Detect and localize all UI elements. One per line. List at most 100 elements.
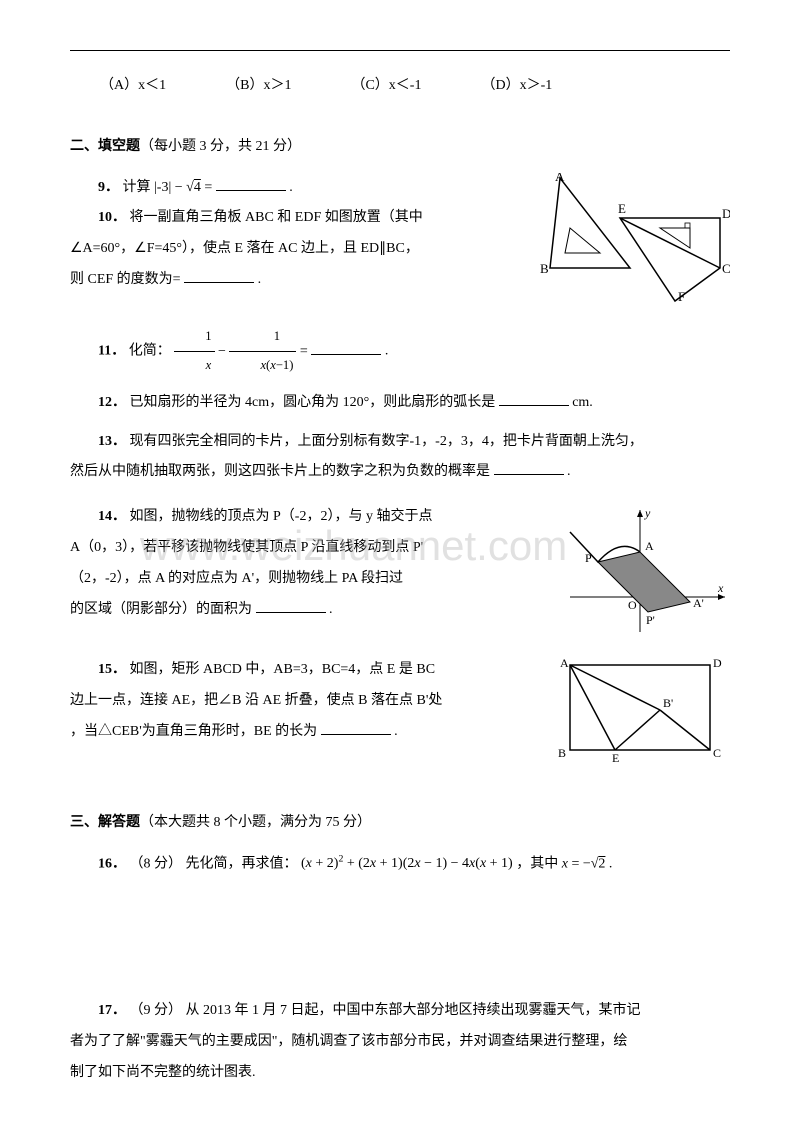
fig-q15: A B C D E B' <box>540 655 730 778</box>
parabola-svg: P A O P' A' x y <box>550 502 730 642</box>
label-pp: P' <box>646 613 655 627</box>
q14-line4: 的区域（阴影部分）的面积为 . <box>70 595 540 626</box>
q10-period: . <box>258 272 262 287</box>
q16-text2: ，其中 <box>516 856 558 871</box>
label-b: B <box>540 261 549 276</box>
q17-line3: 制了如下尚不完整的统计图表. <box>70 1058 730 1089</box>
label-d15: D <box>713 656 722 670</box>
q13-text2: 然后从中随机抽取两张，则这四张卡片上的数字之积为负数的概率是 <box>70 464 490 479</box>
label-a: A <box>555 173 565 184</box>
q17: 17． （9 分） 从 2013 年 1 月 7 日起，中国中东部大部分地区持续… <box>70 996 730 1088</box>
section-3-label: 三、解答题 <box>70 815 140 830</box>
label-c: C <box>722 261 730 276</box>
q9-num: 9． <box>98 180 119 195</box>
q14-block: 14． 如图，抛物线的顶点为 P（-2，2），与 y 轴交于点 A（0，3），若… <box>70 502 730 655</box>
q17-points: （9 分） <box>130 1003 183 1018</box>
q16-points: （8 分） <box>130 856 183 871</box>
shaded-region <box>598 552 690 612</box>
section-3-subtitle: （本大题共 8 个小题，满分为 75 分） <box>140 815 371 830</box>
q11-num: 11． <box>98 344 125 359</box>
option-b: （B）x＞1 <box>226 71 291 102</box>
q15-line3: ，当△CEB'为直角三角形时，BE 的长为 . <box>70 717 530 748</box>
q16-text1: 先化简，再求值： <box>186 856 298 871</box>
label-b15: B <box>558 746 566 760</box>
label-bp: B' <box>663 696 673 710</box>
section-3-title: 三、解答题（本大题共 8 个小题，满分为 75 分） <box>70 808 730 839</box>
q9-text: 计算 <box>123 180 151 195</box>
label-p: P <box>585 551 592 565</box>
q14-period: . <box>329 602 333 617</box>
section-2-label: 二、填空题 <box>70 139 140 154</box>
fig-q14: P A O P' A' x y <box>550 502 730 655</box>
q10-text1: 将一副直角三角板 ABC 和 EDF 如图放置（其中 <box>130 210 423 225</box>
label-x: x <box>717 581 724 595</box>
q15-blank <box>321 720 391 735</box>
q10-line2: ∠A=60°，∠F=45°），使点 E 落在 AC 边上，且 ED∥BC， <box>70 234 520 265</box>
q12-unit: cm. <box>572 395 593 410</box>
q13-num: 13． <box>98 434 126 449</box>
q14-line1: 14． 如图，抛物线的顶点为 P（-2，2），与 y 轴交于点 <box>70 502 540 533</box>
q13-period: . <box>567 464 571 479</box>
q9-period: . <box>289 180 293 195</box>
q10-line1: 10． 将一副直角三角板 ABC 和 EDF 如图放置（其中 <box>70 203 520 234</box>
q9-q10-block: 9． 计算 |-3| − √4 = . 10． 将一副直角三角板 ABC 和 E… <box>70 173 730 316</box>
q13-text1: 现有四张完全相同的卡片，上面分别标有数字-1，-2，3，4，把卡片背面朝上洗匀， <box>130 434 643 449</box>
triangle-edf <box>620 218 720 301</box>
q11-blank <box>311 340 381 355</box>
label-e: E <box>618 201 626 216</box>
label-a14: A <box>645 539 654 553</box>
q9: 9． 计算 |-3| − √4 = . <box>70 173 520 204</box>
q11-period: . <box>385 344 389 359</box>
q17-text1: 从 2013 年 1 月 7 日起，中国中东部大部分地区持续出现雾霾天气，某市记 <box>186 1003 641 1018</box>
q15-text3: ，当△CEB'为直角三角形时，BE 的长为 <box>70 724 317 739</box>
q15-period: . <box>394 724 398 739</box>
q16-period: . <box>609 856 613 871</box>
q14-line2: A（0，3），若平移该抛物线使其顶点 P 沿直线移动到点 P' <box>70 533 540 564</box>
q11: 11． 化简： 1x − 1x(x−1) = . <box>70 323 730 379</box>
q10-text2: ∠A=60°，∠F=45°），使点 E 落在 AC 边上，且 ED∥BC， <box>70 241 419 256</box>
q10-text3: 则 CEF 的度数为= <box>70 272 181 287</box>
q10-line3: 则 CEF 的度数为= . <box>70 265 520 296</box>
page-container: www.weizhuannet.com （A）x＜1 （B）x＞1 （C）x＜-… <box>0 0 800 1138</box>
option-a: （A）x＜1 <box>100 71 166 102</box>
option-c: （C）x＜-1 <box>351 71 421 102</box>
fig-q10: A B C D E F <box>530 173 730 316</box>
q14-blank <box>256 598 326 613</box>
label-f: F <box>678 289 685 303</box>
q17-num: 17． <box>98 1003 126 1018</box>
q14-text1: 如图，抛物线的顶点为 P（-2，2），与 y 轴交于点 <box>130 509 433 524</box>
q12: 12． 已知扇形的半径为 4cm，圆心角为 120°，则此扇形的弧长是 cm. <box>70 388 730 419</box>
label-y: y <box>644 506 651 520</box>
q14-num: 14． <box>98 509 126 524</box>
q16-formula: (x + 2)2 + (2x + 1)(2x − 1) − 4x(x + 1) <box>301 856 513 871</box>
q12-num: 12． <box>98 395 126 410</box>
q15-line1: 15． 如图，矩形 ABCD 中，AB=3，BC=4，点 E 是 BC <box>70 655 530 686</box>
label-e15: E <box>612 751 619 765</box>
q17-line2: 者为了了解"雾霾天气的主要成因"，随机调查了该市部分市民，并对调查结果进行整理，… <box>70 1027 730 1058</box>
rectangle-fold-svg: A B C D E B' <box>540 655 730 765</box>
q9-formula: |-3| − √4 = <box>154 180 212 195</box>
header-rule <box>70 50 730 51</box>
q10-blank <box>184 268 254 283</box>
q15-text1: 如图，矩形 ABCD 中，AB=3，BC=4，点 E 是 BC <box>130 662 436 677</box>
triangle-boards-svg: A B C D E F <box>530 173 730 303</box>
q15-block: 15． 如图，矩形 ABCD 中，AB=3，BC=4，点 E 是 BC 边上一点… <box>70 655 730 778</box>
label-d: D <box>722 206 730 221</box>
q16: 16． （8 分） 先化简，再求值： (x + 2)2 + (2x + 1)(2… <box>70 849 730 880</box>
q9-blank <box>216 176 286 191</box>
option-d: （D）x＞-1 <box>481 71 552 102</box>
q11-formula: 1x − 1x(x−1) = <box>174 344 311 359</box>
spacer <box>70 888 730 988</box>
section-2-subtitle: （每小题 3 分，共 21 分） <box>140 139 301 154</box>
q12-blank <box>499 391 569 406</box>
q14-line3: （2，-2），点 A 的对应点为 A'，则抛物线上 PA 段扫过 <box>70 564 540 595</box>
q12-text: 已知扇形的半径为 4cm，圆心角为 120°，则此扇形的弧长是 <box>130 395 496 410</box>
q11-text: 化简： <box>129 344 171 359</box>
q13: 13． 现有四张完全相同的卡片，上面分别标有数字-1，-2，3，4，把卡片背面朝… <box>70 427 730 489</box>
label-o: O <box>628 598 637 612</box>
section-2-title: 二、填空题（每小题 3 分，共 21 分） <box>70 132 730 163</box>
rectangle-abcd <box>570 665 710 750</box>
triangle-abc <box>550 178 630 268</box>
label-a15: A <box>560 656 569 670</box>
q15-num: 15． <box>98 662 126 677</box>
